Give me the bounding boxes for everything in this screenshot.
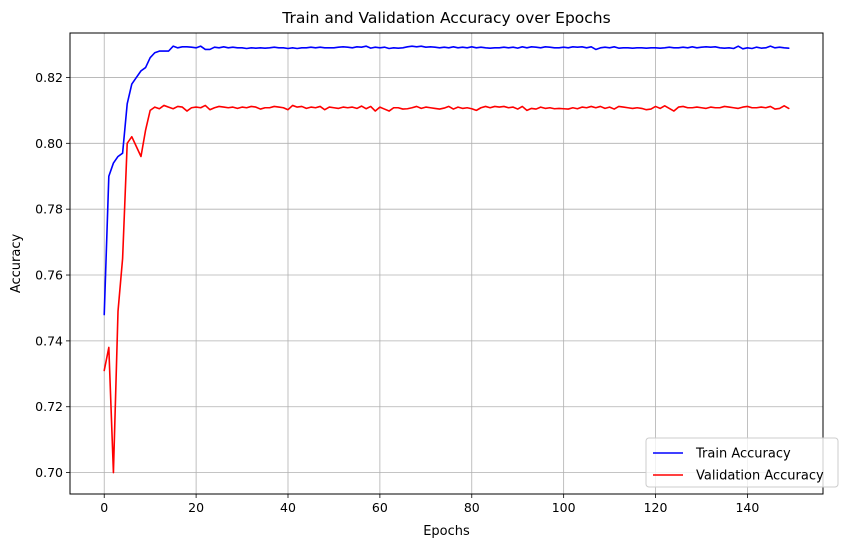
validation-accuracy-line (103, 104, 790, 474)
x-tick-label: 40 (280, 500, 296, 515)
x-tick-label: 20 (188, 500, 204, 515)
x-tick-label: 60 (372, 500, 388, 515)
plot-frame (69, 32, 824, 495)
series-lines (103, 45, 790, 474)
x-tick-label: 140 (735, 500, 759, 515)
x-axis-title: Epochs (423, 524, 470, 539)
y-tick-label: 0.80 (35, 136, 63, 151)
axis-ticks: 0 20 40 60 80 100 120 140 0.70 0.72 0.74 0.76 0.78 0.… (35, 70, 759, 515)
legend: Train Accuracy Validation Accuracy (645, 437, 839, 488)
x-tick-label: 0 (100, 500, 108, 515)
y-tick-label: 0.82 (35, 70, 63, 85)
train-accuracy-line (103, 45, 790, 316)
legend-box (645, 437, 839, 488)
x-tick-label: 80 (464, 500, 480, 515)
y-tick-label: 0.72 (35, 399, 63, 414)
y-tick-label: 0.74 (35, 333, 63, 348)
y-tick-label: 0.78 (35, 202, 63, 217)
y-tick-label: 0.76 (35, 268, 63, 283)
chart-title: Train and Validation Accuracy over Epoch… (281, 9, 610, 27)
legend-label-train: Train Accuracy (695, 447, 791, 462)
x-tick-label: 100 (552, 500, 576, 515)
y-tick-label: 0.70 (35, 465, 63, 480)
legend-label-validation: Validation Accuracy (696, 469, 824, 484)
x-tick-label: 120 (644, 500, 668, 515)
y-axis-title: Accuracy (9, 234, 24, 294)
